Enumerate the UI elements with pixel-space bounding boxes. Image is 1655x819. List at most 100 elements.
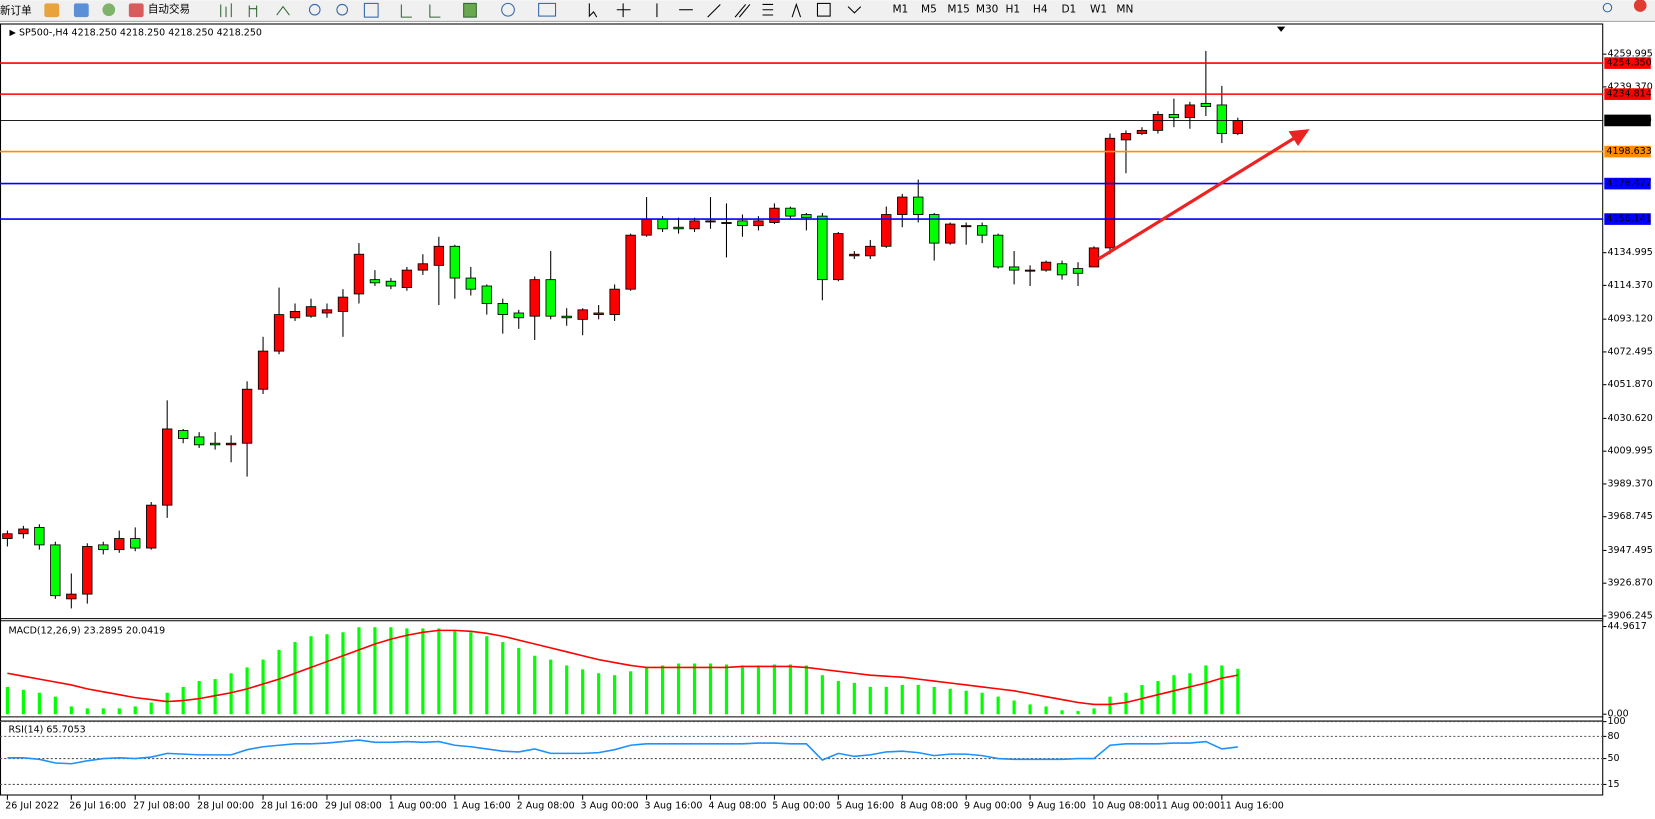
y-tick-label: 100: [1607, 716, 1625, 727]
candle-body: [513, 312, 524, 319]
icon[interactable]: [363, 2, 379, 18]
y-tick-label: 4114.370: [1607, 280, 1652, 291]
indicator-line: [7, 629, 1238, 706]
plot-frame: [0, 23, 1604, 796]
histogram-bar: [245, 667, 249, 715]
timeframe-button[interactable]: M1: [892, 4, 908, 16]
icon[interactable]: [102, 3, 116, 17]
icon[interactable]: [762, 3, 774, 16]
icon[interactable]: [791, 2, 802, 18]
auto-trading-button[interactable]: 自动交易: [148, 3, 190, 16]
candle-body: [976, 225, 988, 236]
histogram-bar: [485, 636, 489, 715]
icon[interactable]: [734, 4, 751, 18]
candle-body: [865, 245, 876, 257]
icon[interactable]: [400, 4, 412, 18]
candle-body: [465, 277, 476, 290]
icon[interactable]: [588, 3, 598, 18]
candle-body: [561, 315, 572, 319]
candle-body: [705, 220, 716, 223]
candle-body: [1168, 114, 1180, 119]
icon[interactable]: [847, 6, 862, 14]
candle-body: [913, 196, 924, 215]
candle-body: [1120, 133, 1132, 141]
icon[interactable]: [128, 3, 144, 18]
tool-icons: [220, 2, 1613, 18]
icon[interactable]: [501, 2, 515, 17]
histogram-bar: [724, 664, 729, 715]
candle-body: [433, 245, 445, 266]
macd-title: MACD(12,26,9) 23.2895 20.0419: [8, 625, 165, 636]
timeframe-button[interactable]: H1: [1005, 4, 1020, 16]
level-label: 4198.633: [1606, 146, 1651, 157]
icon[interactable]: [538, 2, 557, 17]
icon[interactable]: [707, 4, 721, 18]
search-icon[interactable]: [1602, 2, 1613, 13]
histogram-bar: [708, 663, 713, 715]
icon[interactable]: [44, 3, 60, 18]
timeframe-button[interactable]: MN: [1116, 4, 1133, 16]
x-tick-label: 26 Jul 16:00: [69, 801, 126, 812]
candle-body: [529, 279, 540, 317]
histogram-bar: [1012, 700, 1016, 715]
histogram-bar: [501, 642, 505, 715]
x-tick-label: 10 Aug 08:00: [1092, 801, 1156, 812]
new-order-button[interactable]: 新订单: [0, 4, 32, 17]
candle-body: [1056, 263, 1068, 276]
timeframe-button[interactable]: H4: [1033, 4, 1048, 16]
icon[interactable]: [73, 3, 89, 18]
histogram-bar: [756, 665, 761, 715]
histogram-bar: [37, 692, 41, 715]
candle-body: [130, 538, 141, 549]
icon[interactable]: [816, 2, 831, 17]
histogram-bar: [533, 655, 537, 715]
candle-body: [641, 218, 652, 236]
candle-body: [769, 207, 780, 223]
timeframe-button[interactable]: W1: [1090, 4, 1107, 16]
x-tick-label: 3 Aug 16:00: [644, 801, 702, 812]
histogram-bar: [1028, 704, 1032, 715]
level-label: 4156.141: [1606, 214, 1651, 225]
icon[interactable]: [308, 3, 321, 16]
x-tick-label: 3 Aug 00:00: [581, 801, 639, 812]
candle-body: [577, 309, 588, 320]
x-tick-label: 1 Aug 00:00: [389, 801, 447, 812]
histogram-bar: [629, 671, 633, 715]
chart-title: SP500-,H4 4218.250 4218.250 4218.250 421…: [19, 27, 262, 38]
x-tick-label: 26 Jul 2022: [5, 801, 59, 812]
histogram-bar: [996, 696, 1000, 715]
histogram-bar: [868, 686, 872, 715]
histogram-bar: [165, 692, 169, 715]
icon[interactable]: [463, 2, 477, 18]
timeframes: M1 M5 M15 M30 H1 H4 D1 W1 MN: [892, 4, 1133, 16]
timeframe-button[interactable]: D1: [1061, 4, 1076, 16]
timeframe-button[interactable]: M15: [947, 4, 970, 16]
x-tick-label: 5 Aug 16:00: [836, 801, 894, 812]
histogram-bar: [980, 692, 984, 715]
icon[interactable]: [276, 5, 290, 16]
icon[interactable]: [220, 3, 232, 18]
icon[interactable]: [616, 3, 631, 18]
timeframe-button[interactable]: M5: [921, 4, 937, 16]
histogram-bar: [948, 688, 952, 715]
level-tag: [1604, 114, 1651, 127]
histogram-bar: [293, 642, 297, 715]
candle-body: [353, 253, 365, 295]
y-tick-label: 4239.370: [1607, 81, 1652, 92]
icon[interactable]: [429, 4, 441, 18]
notification-badge[interactable]: [1633, 0, 1647, 12]
icon[interactable]: [248, 5, 258, 18]
candle-body: [897, 196, 908, 215]
histogram-bar: [197, 681, 201, 715]
y-tick-label: 0.00: [1607, 709, 1628, 720]
level-label: 4218.250: [1606, 115, 1651, 126]
histogram-bar: [1172, 675, 1176, 715]
histogram-bar: [213, 679, 217, 715]
timeframe-button[interactable]: M30: [976, 4, 999, 16]
histogram-bar: [309, 636, 313, 715]
histogram-bar: [341, 632, 345, 715]
candle-body: [849, 253, 860, 257]
icon[interactable]: [336, 3, 349, 16]
histogram-bar: [852, 683, 856, 715]
